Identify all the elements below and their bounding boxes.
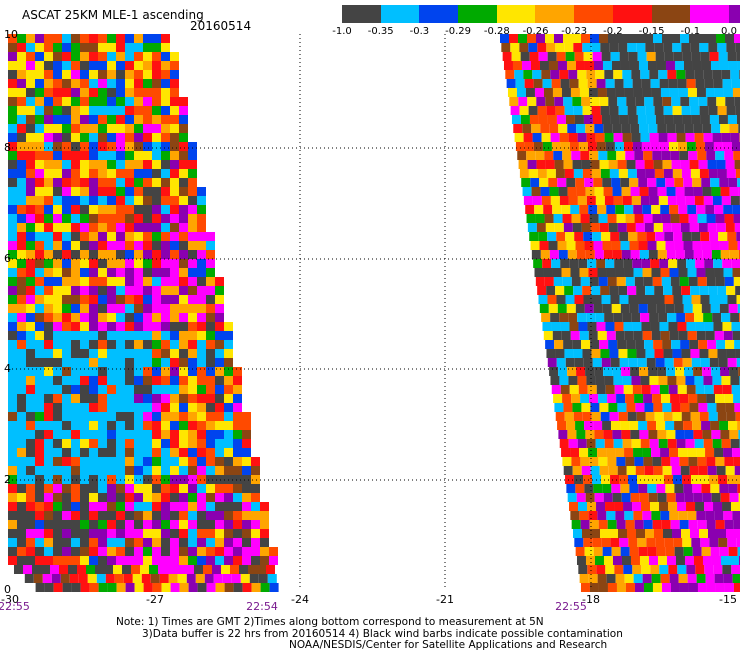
legend-swatch bbox=[574, 5, 613, 23]
map-date: 20160514 bbox=[190, 20, 251, 32]
legend-label: -0.35 bbox=[368, 26, 394, 37]
legend-label: -0.23 bbox=[561, 26, 587, 37]
legend-swatch bbox=[497, 5, 536, 23]
y-tick: 10 bbox=[4, 28, 18, 41]
legend-label: -0.29 bbox=[445, 26, 471, 37]
y-tick: 6 bbox=[4, 252, 11, 265]
legend-label: -0.1 bbox=[681, 26, 701, 37]
legend-label: -0.26 bbox=[523, 26, 549, 37]
legend-swatch bbox=[419, 5, 458, 23]
legend-swatch bbox=[381, 5, 420, 23]
legend-swatch bbox=[613, 5, 652, 23]
x-tick: -27 bbox=[146, 593, 164, 606]
legend-label: 0.0 bbox=[721, 26, 737, 37]
legend-swatch bbox=[729, 5, 740, 23]
color-legend bbox=[342, 5, 740, 23]
time-label: 22:55 bbox=[0, 600, 30, 613]
legend-swatch bbox=[535, 5, 574, 23]
legend-swatch bbox=[458, 5, 497, 23]
legend-swatch bbox=[652, 5, 691, 23]
time-label: 22:54 bbox=[246, 600, 278, 613]
y-tick: 4 bbox=[4, 362, 11, 375]
x-tick: -24 bbox=[291, 593, 309, 606]
legend-label: -0.2 bbox=[603, 26, 623, 37]
legend-swatch bbox=[342, 5, 381, 23]
map-title: ASCAT 25KM MLE-1 ascending bbox=[22, 9, 204, 21]
x-tick: -15 bbox=[719, 593, 737, 606]
legend-label: -1.0 bbox=[332, 26, 352, 37]
y-tick: 8 bbox=[4, 141, 11, 154]
note-line: NOAA/NESDIS/Center for Satellite Applica… bbox=[289, 639, 607, 651]
time-label: 22:55 bbox=[555, 600, 587, 613]
y-tick: 2 bbox=[4, 473, 11, 486]
legend-label: -0.3 bbox=[410, 26, 430, 37]
legend-swatch bbox=[690, 5, 729, 23]
note-line: Note: 1) Times are GMT 2)Times along bot… bbox=[116, 616, 544, 628]
x-tick: -21 bbox=[436, 593, 454, 606]
legend-label: -0.28 bbox=[484, 26, 510, 37]
legend-label: -0.15 bbox=[639, 26, 665, 37]
